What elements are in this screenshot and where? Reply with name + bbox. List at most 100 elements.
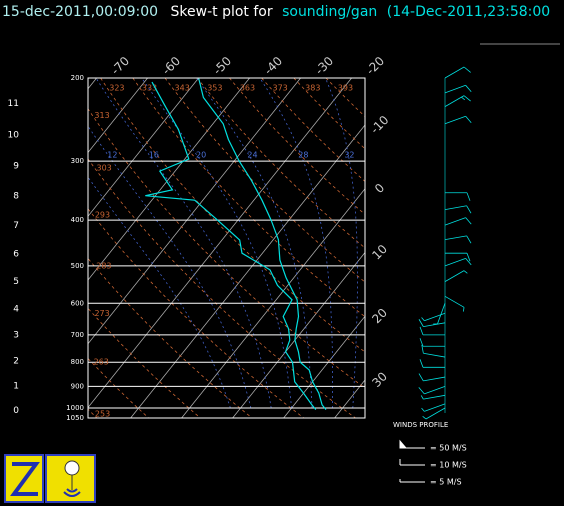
moist-adiabat-label: 32 <box>344 151 354 160</box>
barb-feather <box>465 258 472 266</box>
pressure-label: 1050 <box>66 414 84 422</box>
header-source: sounding/gan <box>282 4 377 20</box>
height-label: 7 <box>13 221 19 231</box>
temperature-profile <box>198 77 327 410</box>
wind-barb <box>444 270 468 283</box>
barb-staff <box>444 217 466 226</box>
temperature-label: 10 <box>369 242 390 263</box>
barb-feather <box>466 253 471 262</box>
dry-adiabat-label: 303 <box>96 163 111 172</box>
logo-z[interactable] <box>4 454 44 503</box>
isotherm <box>283 315 365 418</box>
moist-adiabat-label: 12 <box>107 151 117 160</box>
wind-barb <box>444 217 472 226</box>
wind-barb <box>444 66 471 79</box>
temperature-label: -70 <box>108 54 132 78</box>
barb-staff <box>444 84 466 94</box>
isotherm <box>88 78 250 281</box>
barb-staff <box>423 352 446 358</box>
barb-half-feather <box>462 307 465 312</box>
dry-adiabat-label: 313 <box>94 111 109 120</box>
isotherm <box>88 78 301 345</box>
temperature-label: -20 <box>363 54 387 78</box>
pressure-label: 900 <box>71 382 84 390</box>
barb-feather <box>466 192 471 201</box>
isotherm <box>88 78 199 217</box>
pressure-label: 500 <box>71 262 84 270</box>
clipped-lines <box>88 78 365 418</box>
barb-staff <box>444 115 466 125</box>
wind-barb <box>444 95 471 108</box>
dry-adiabat <box>164 78 365 283</box>
barb-staff <box>424 386 446 395</box>
isotherm <box>88 78 148 154</box>
dry-adiabat-label: 263 <box>94 358 109 367</box>
height-label: 1 <box>13 382 19 392</box>
temperature-label: -30 <box>312 54 336 78</box>
barb-feather <box>466 235 472 244</box>
wind-barb <box>444 84 472 94</box>
wind-legend-item: = 10 M/S <box>430 461 467 470</box>
barb-feather <box>465 85 472 93</box>
wind-barb <box>444 115 472 125</box>
logo-z-glyph <box>10 462 40 496</box>
wind-barb <box>419 338 445 347</box>
barb-staff <box>425 407 446 420</box>
barb-staff <box>444 95 465 108</box>
dry-adiabat <box>88 108 365 389</box>
pressure-label: 1000 <box>66 404 84 412</box>
header-title: Skew-t plot for <box>171 4 273 20</box>
dry-adiabat <box>88 257 253 418</box>
moist-adiabat <box>95 78 272 409</box>
barb-staff <box>423 322 446 328</box>
barb-staff <box>423 376 446 382</box>
barb-feather <box>463 66 471 73</box>
moist-adiabat-label: 24 <box>247 151 257 160</box>
temperature-label: 20 <box>369 306 390 327</box>
balloon-signal <box>63 488 81 497</box>
dewpoint-profile <box>145 81 317 410</box>
wind-barb <box>420 394 446 400</box>
dry-adiabat-label: 283 <box>96 261 111 270</box>
temperature-label: 0 <box>372 181 387 196</box>
barb-staff <box>424 312 446 322</box>
barb-feather <box>466 205 472 214</box>
barb-half-feather <box>421 407 425 412</box>
barb-feather <box>418 319 424 327</box>
wind-barb <box>418 319 446 328</box>
barb-feather <box>419 326 424 336</box>
dry-adiabat-label: 383 <box>305 84 320 93</box>
moist-adiabat <box>196 78 313 408</box>
wind-barb <box>419 359 445 368</box>
temperature-label: -40 <box>261 54 285 78</box>
wind-barb <box>418 386 446 395</box>
temperature-label: -10 <box>368 113 392 137</box>
barb-feather <box>463 95 471 102</box>
barb-staff <box>444 235 467 241</box>
pressure-label: 700 <box>71 331 84 339</box>
logo-balloon[interactable] <box>45 454 96 503</box>
height-label: 4 <box>13 304 19 314</box>
wind-barb <box>419 326 445 336</box>
isotherm <box>181 188 365 418</box>
plot-area: 200 300 400 500 600 700 800 900 1000 1050 253 263 27… <box>66 74 365 422</box>
barb-feather <box>465 115 472 123</box>
height-label: 10 <box>8 131 20 141</box>
barb-half-feather <box>461 96 466 101</box>
pressure-label: 400 <box>71 216 84 224</box>
dry-adiabat-label: 273 <box>94 309 109 318</box>
plot-frame <box>87 77 366 419</box>
barb-half-feather <box>463 270 468 274</box>
height-label: 3 <box>13 331 19 341</box>
moist-adiabat-label: 16 <box>149 151 159 160</box>
barb-staff <box>444 257 466 267</box>
barb-half-feather <box>421 317 425 322</box>
pressure-label: 200 <box>71 74 84 82</box>
moist-adiabat <box>88 125 252 409</box>
isotherm <box>88 78 352 409</box>
dry-adiabat <box>261 78 365 182</box>
dry-adiabat <box>229 78 365 215</box>
height-label: 5 <box>13 277 19 287</box>
height-label: 0 <box>13 406 19 416</box>
